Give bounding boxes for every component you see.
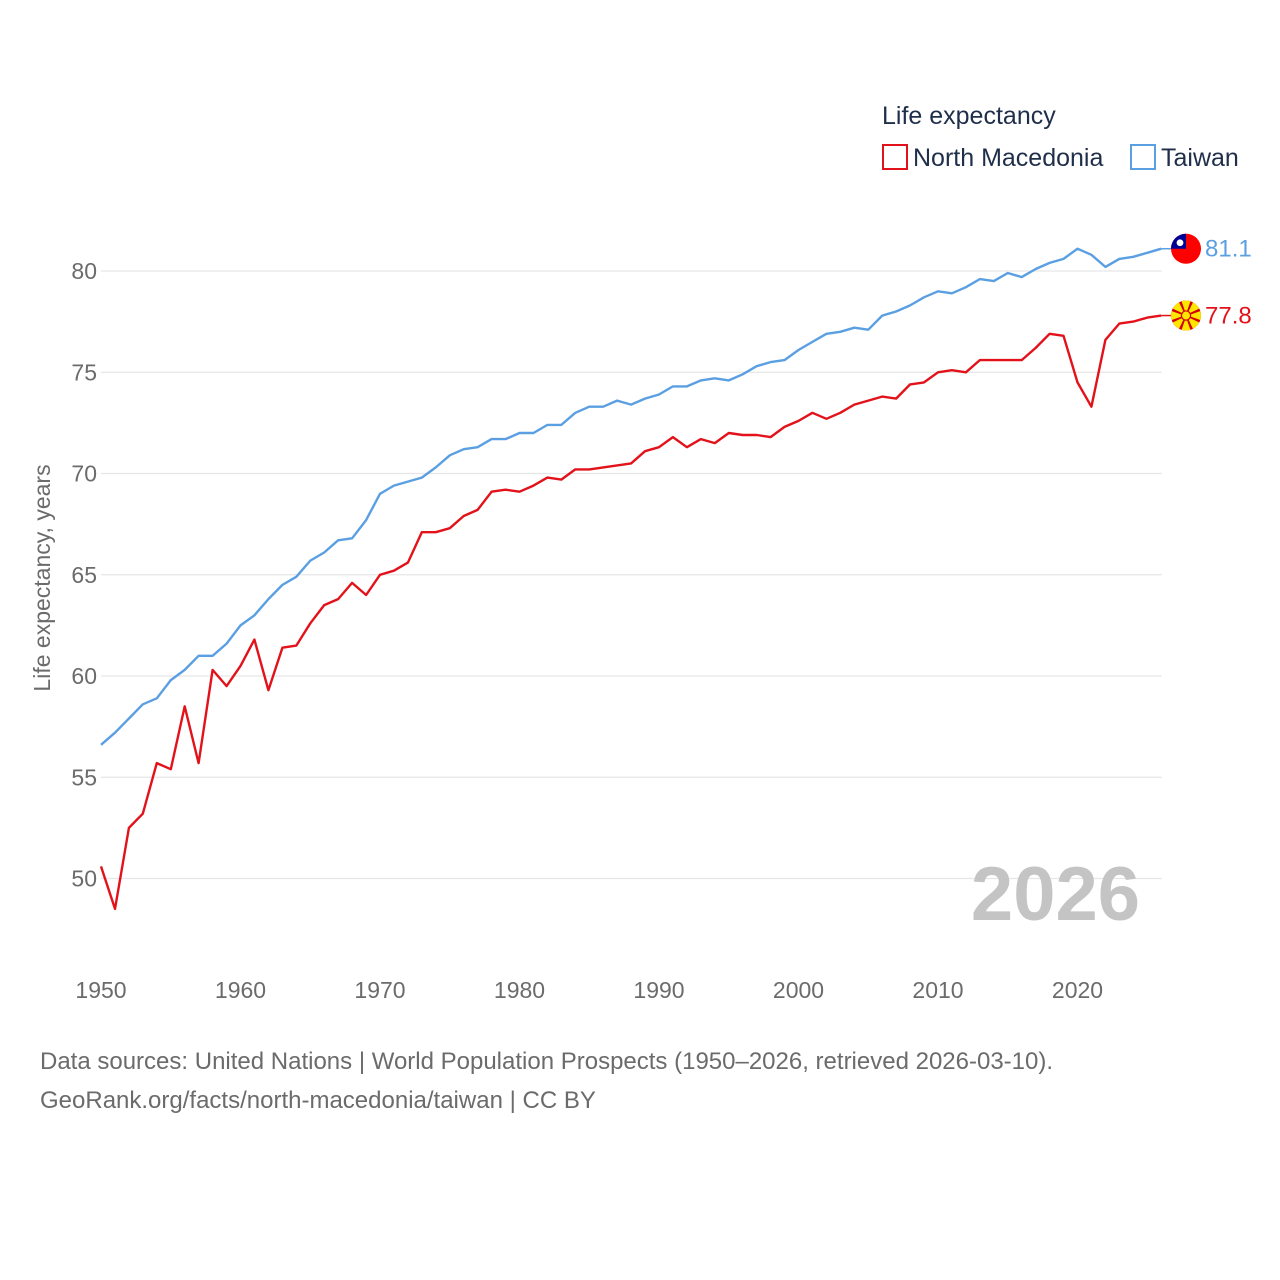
x-tick-label: 1990	[633, 977, 684, 1003]
legend-label-north-macedonia: North Macedonia	[913, 144, 1103, 172]
y-tick-label: 55	[71, 764, 97, 790]
end-flags: 77.8 81.1	[1161, 233, 1252, 331]
attribution-line[interactable]: GeoRank.org/facts/north-macedonia/taiwan…	[40, 1087, 596, 1114]
series-line-north-macedonia[interactable]	[99, 314, 1162, 911]
source-note: Data sources: United Nations | World Pop…	[40, 1042, 1260, 1120]
y-axis-title: Life expectancy, years	[29, 464, 55, 691]
y-tick-label: 80	[71, 258, 97, 284]
taiwan-flag	[1171, 233, 1201, 264]
x-tick-label: 1960	[215, 977, 266, 1003]
x-axis-ticks: 1950 1960 1970 1980 1990 2000 2010 2020	[75, 977, 1103, 1003]
x-tick-label: 2000	[773, 977, 824, 1003]
legend-item-taiwan[interactable]: Taiwan	[1130, 144, 1239, 172]
x-tick-label: 1950	[75, 977, 126, 1003]
legend-title: Life expectancy	[882, 102, 1056, 130]
end-value-label-taiwan: 81.1	[1205, 236, 1252, 263]
series-lines	[99, 247, 1162, 911]
source-line: Data sources: United Nations | World Pop…	[40, 1048, 1054, 1075]
legend-swatch-north-macedonia	[882, 144, 908, 170]
y-axis-ticks: 50 55 60 65 70 75 80	[71, 258, 97, 892]
legend-label-taiwan: Taiwan	[1161, 144, 1239, 172]
y-tick-label: 50	[71, 866, 97, 892]
gridlines	[101, 270, 1162, 880]
year-label: 2026	[971, 852, 1140, 937]
y-tick-label: 65	[71, 562, 97, 588]
life-expectancy-chart: Life expectancy North Macedonia Taiwan 5…	[29, 102, 1252, 1003]
x-tick-label: 1970	[354, 977, 405, 1003]
series-line-taiwan[interactable]	[100, 247, 1162, 746]
x-tick-label: 2020	[1052, 977, 1103, 1003]
x-tick-label: 2010	[912, 977, 963, 1003]
y-tick-label: 75	[71, 359, 97, 385]
legend: Life expectancy North Macedonia Taiwan	[882, 102, 1239, 172]
y-tick-label: 70	[71, 461, 97, 487]
x-tick-label: 1980	[494, 977, 545, 1003]
end-value-label-north-macedonia: 77.8	[1205, 303, 1252, 330]
y-tick-label: 60	[71, 663, 97, 689]
legend-swatch-taiwan	[1130, 144, 1156, 170]
north-macedonia-flag	[1171, 300, 1201, 331]
legend-item-north-macedonia[interactable]: North Macedonia	[882, 144, 1103, 172]
